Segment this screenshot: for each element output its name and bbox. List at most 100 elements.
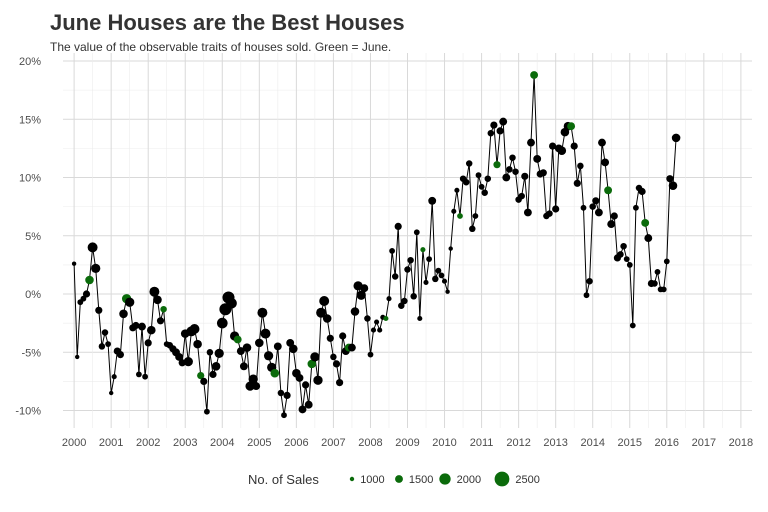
data-point	[570, 142, 578, 150]
data-point	[580, 204, 587, 211]
data-point	[374, 319, 380, 325]
data-point	[153, 295, 162, 305]
data-point	[398, 302, 405, 309]
data-point	[617, 251, 624, 258]
data-point	[638, 187, 646, 196]
data-point	[487, 129, 495, 137]
x-tick-label: 2010	[432, 437, 456, 449]
data-point	[441, 278, 448, 284]
data-point	[326, 334, 334, 342]
data-point	[109, 390, 114, 396]
data-points	[71, 71, 681, 419]
data-point	[183, 356, 193, 367]
data-point	[663, 258, 670, 265]
data-point	[242, 343, 252, 352]
data-point	[465, 160, 473, 167]
data-point	[257, 307, 268, 318]
data-point	[248, 374, 258, 384]
data-point	[209, 370, 217, 378]
data-point	[71, 261, 77, 266]
data-point	[101, 329, 109, 336]
legend-key	[439, 473, 451, 485]
data-point	[654, 269, 661, 275]
data-point	[573, 179, 581, 187]
data-point	[417, 315, 423, 322]
data-point	[339, 332, 347, 340]
data-point	[448, 246, 453, 251]
data-point	[546, 210, 553, 217]
data-point	[523, 208, 532, 217]
data-point	[601, 158, 610, 167]
data-point-june	[604, 186, 613, 195]
data-point	[435, 267, 442, 274]
data-point	[319, 296, 330, 306]
data-point	[119, 309, 128, 319]
data-point	[377, 327, 383, 333]
x-tick-label: 2000	[62, 437, 86, 449]
data-point	[364, 315, 371, 322]
data-point	[651, 280, 658, 287]
y-tick-label: 5%	[25, 231, 41, 243]
data-point	[214, 348, 224, 359]
data-point	[142, 373, 148, 380]
data-point	[283, 391, 291, 399]
data-point	[273, 342, 282, 351]
legend-key	[349, 476, 355, 482]
data-point	[245, 381, 255, 391]
x-tick-label: 2002	[136, 437, 160, 449]
x-tick-label: 2005	[247, 437, 271, 449]
x-tick-label: 2001	[99, 437, 123, 449]
data-point	[95, 306, 103, 314]
data-point	[236, 347, 245, 356]
data-point	[370, 327, 377, 333]
x-tick-label: 2016	[655, 437, 679, 449]
data-point	[277, 389, 285, 397]
series-line	[73, 74, 677, 416]
data-point	[506, 166, 513, 173]
data-point	[401, 297, 408, 305]
data-point	[332, 360, 341, 368]
legend-label: 1500	[409, 474, 433, 486]
data-point	[626, 262, 633, 268]
legend-label: 2500	[515, 474, 539, 486]
data-point	[350, 307, 360, 316]
data-point	[356, 290, 366, 300]
data-point	[310, 352, 320, 362]
data-point	[313, 375, 323, 385]
data-point	[410, 293, 417, 300]
data-point	[75, 354, 80, 360]
data-point	[80, 295, 87, 302]
y-axis-ticks: -10% -5% 0% 5% 10% 15% 20%	[15, 56, 41, 418]
y-tick-label: 0%	[25, 289, 41, 301]
data-point	[469, 225, 476, 233]
data-point	[623, 256, 630, 262]
data-point	[509, 154, 516, 161]
data-point	[304, 400, 313, 409]
data-point	[432, 275, 439, 283]
data-point	[391, 273, 399, 280]
data-point-june	[160, 305, 167, 313]
data-point	[586, 277, 593, 285]
y-tick-label: 15%	[19, 114, 41, 126]
data-point	[454, 187, 460, 193]
x-tick-label: 2004	[210, 437, 234, 449]
data-point	[644, 234, 653, 243]
data-point	[475, 172, 482, 179]
x-tick-label: 2009	[395, 437, 419, 449]
data-point	[521, 172, 529, 180]
data-point	[592, 197, 600, 205]
data-point	[389, 248, 395, 254]
data-point	[518, 192, 525, 200]
data-point	[478, 183, 485, 190]
data-point	[82, 290, 91, 298]
y-tick-label: 20%	[19, 56, 41, 68]
x-axis-ticks: 2000 2001 2002 2003 2004 2005 2006 2007 2008 2009…	[62, 437, 753, 449]
data-point	[87, 242, 98, 253]
data-point	[336, 379, 344, 387]
data-point	[216, 317, 228, 329]
data-point	[125, 297, 135, 307]
data-point	[206, 349, 214, 356]
x-tick-label: 2014	[580, 437, 604, 449]
